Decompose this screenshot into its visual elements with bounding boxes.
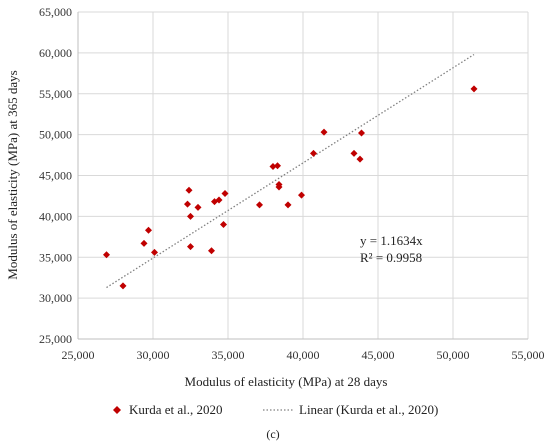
grid-lines [77, 11, 529, 340]
y-tick-label: 30,000 [39, 291, 72, 305]
data-point [140, 239, 148, 247]
data-point [184, 200, 191, 208]
y-tick-label: 50,000 [39, 128, 72, 142]
data-point [298, 191, 305, 199]
data-point [185, 186, 193, 194]
data-point [215, 196, 223, 204]
y-tick-labels: 25,000 30,000 35,000 40,000 45,000 50,000 55,0… [39, 5, 72, 346]
trendline [106, 53, 475, 289]
y-tick-label: 45,000 [39, 169, 72, 183]
y-tick-label: 65,000 [39, 5, 72, 19]
x-tick-label: 40,000 [287, 348, 320, 362]
r-squared-label: R² = 0.9958 [360, 250, 422, 265]
data-point [208, 247, 215, 255]
x-tick-label: 50,000 [437, 348, 470, 362]
data-point [356, 155, 364, 163]
data-point [256, 201, 263, 209]
data-point [119, 282, 127, 290]
data-point [320, 128, 328, 136]
data-point [275, 183, 283, 191]
trendline-group [106, 53, 475, 289]
x-tick-label: 35,000 [212, 348, 245, 362]
y-tick-label: 35,000 [39, 250, 72, 264]
data-point [274, 162, 281, 170]
x-tick-labels: 25,000 30,000 35,000 40,000 45,000 50,000 55,0… [62, 348, 545, 362]
data-point [220, 221, 227, 229]
data-point [221, 189, 229, 197]
data-point [358, 129, 365, 137]
data-point [103, 251, 110, 259]
data-point [187, 243, 194, 251]
axes [77, 12, 528, 340]
data-point [187, 212, 194, 220]
data-points [103, 85, 478, 290]
data-point [470, 85, 478, 93]
data-point [151, 248, 158, 256]
x-tick-label: 25,000 [62, 348, 95, 362]
x-axis-label: Modulus of elasticity (MPa) at 28 days [185, 374, 388, 389]
x-tick-label: 45,000 [362, 348, 395, 362]
data-point [145, 226, 152, 234]
data-point [350, 149, 358, 157]
y-tick-label: 40,000 [39, 209, 72, 223]
x-tick-label: 55,000 [512, 348, 545, 362]
legend-marker-diamond [113, 406, 121, 414]
equation-label: y = 1.1634x [360, 233, 423, 248]
y-tick-label: 60,000 [39, 46, 72, 60]
y-axis-label: Modulus of elasticity (MPa) at 365 days [5, 70, 20, 279]
data-point [269, 163, 277, 171]
panel-label: (c) [266, 427, 279, 441]
data-point [310, 149, 317, 157]
legend-entry-trendline: Linear (Kurda et al., 2020) [299, 402, 438, 417]
y-tick-label: 55,000 [39, 87, 72, 101]
legend: Kurda et al., 2020 Linear (Kurda et al.,… [113, 402, 438, 417]
x-tick-label: 30,000 [137, 348, 170, 362]
data-point [194, 203, 202, 211]
data-point [284, 201, 292, 209]
y-tick-label: 25,000 [39, 332, 72, 346]
legend-entry-series: Kurda et al., 2020 [129, 402, 223, 417]
